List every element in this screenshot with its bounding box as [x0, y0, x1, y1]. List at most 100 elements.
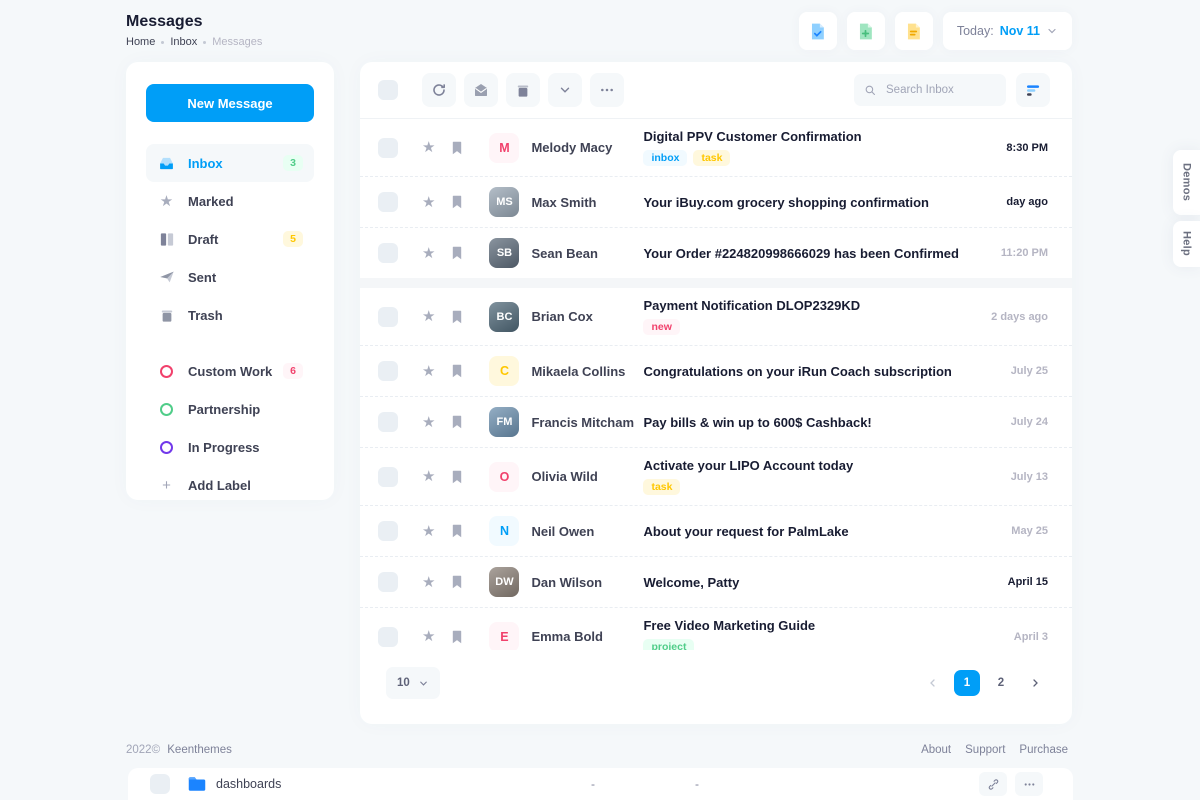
message-row[interactable]: ★ M Melody Macy Digital PPV Customer Con…: [360, 119, 1072, 177]
message-subject: About your request for PalmLake: [643, 523, 849, 539]
mark-read-button[interactable]: [464, 73, 498, 107]
sidebar-item-sent[interactable]: Sent: [146, 258, 314, 296]
breadcrumb-home[interactable]: Home: [126, 36, 156, 48]
filter-button[interactable]: [1016, 73, 1050, 107]
document-lines-icon: [904, 22, 923, 41]
more-select-button[interactable]: [548, 73, 582, 107]
footer-link-purchase[interactable]: Purchase: [1019, 744, 1068, 756]
sidebar-label-in-progress[interactable]: In Progress: [146, 428, 314, 466]
document-lines-button[interactable]: [894, 12, 933, 50]
sidebar-item-trash[interactable]: Trash: [146, 296, 314, 334]
star-icon[interactable]: ★: [422, 308, 436, 325]
date-value: Nov 11: [999, 24, 1040, 38]
row-checkbox[interactable]: [378, 192, 398, 212]
bookmark-icon[interactable]: [451, 575, 463, 589]
next-page-button[interactable]: [1022, 670, 1048, 696]
bookmark-icon[interactable]: [451, 141, 463, 155]
page-button-2[interactable]: 2: [997, 677, 1005, 689]
bookmark-icon[interactable]: [451, 364, 463, 378]
star-icon[interactable]: ★: [422, 522, 436, 540]
delete-button[interactable]: [506, 73, 540, 107]
sender-name: Mikaela Collins: [531, 363, 626, 379]
message-row[interactable]: ★ FM Francis Mitcham Pay bills & win up …: [360, 397, 1072, 448]
filter-icon: [1026, 84, 1041, 97]
search-box: [854, 74, 1006, 106]
message-subject: Activate your LIPO Account today: [643, 457, 854, 473]
bookmark-icon[interactable]: [451, 310, 463, 324]
bookmark-icon[interactable]: [451, 246, 463, 260]
pagination-bar: 10 1 2: [360, 650, 1072, 724]
sidebar-item-label: Marked: [188, 193, 234, 209]
row-checkbox[interactable]: [378, 361, 398, 381]
sidebar-item-marked[interactable]: ★ Marked: [146, 182, 314, 220]
row-checkbox[interactable]: [378, 521, 398, 541]
tag-badge: task: [643, 478, 681, 496]
sidebar-add-label[interactable]: + Add Label: [146, 466, 314, 504]
select-all-checkbox[interactable]: [378, 80, 398, 100]
prev-page-button[interactable]: [920, 670, 946, 696]
row-checkbox[interactable]: [378, 412, 398, 432]
message-row[interactable]: ★ N Neil Owen About your request for Pal…: [360, 506, 1072, 557]
star-icon[interactable]: ★: [422, 573, 436, 591]
label-dot-icon: [157, 440, 176, 454]
row-checkbox[interactable]: [378, 306, 398, 327]
row-checkbox[interactable]: [378, 626, 398, 647]
message-row[interactable]: ★ MS Max Smith Your iBuy.com grocery sho…: [360, 177, 1072, 228]
sidebar-item-label: Partnership: [188, 401, 261, 417]
date-picker-button[interactable]: Today: Nov 11: [942, 12, 1072, 50]
star-icon[interactable]: ★: [422, 193, 436, 211]
demos-tab[interactable]: Demos: [1173, 150, 1200, 215]
star-icon[interactable]: ★: [422, 139, 436, 156]
document-check-button[interactable]: [798, 12, 837, 50]
sender-name: Melody Macy: [531, 140, 613, 155]
row-checkbox[interactable]: [378, 466, 398, 487]
footer-link-support[interactable]: Support: [965, 744, 1006, 756]
footer-link-about[interactable]: About: [921, 744, 952, 756]
bookmark-icon[interactable]: [451, 630, 463, 644]
breadcrumb-inbox[interactable]: Inbox: [170, 36, 198, 48]
sidebar-label-partnership[interactable]: Partnership: [146, 390, 314, 428]
more-actions-button[interactable]: [590, 73, 624, 107]
more-actions-button[interactable]: [1015, 772, 1043, 796]
bookmark-icon[interactable]: [451, 195, 463, 209]
row-checkbox[interactable]: [150, 774, 170, 794]
row-checkbox[interactable]: [378, 243, 398, 263]
page-button-1[interactable]: 1: [954, 670, 980, 696]
row-checkbox[interactable]: [378, 137, 398, 158]
message-row[interactable]: ★ O Olivia Wild Activate your LIPO Accou…: [360, 448, 1072, 506]
mail-sidebar: New Message Inbox 3 ★ Marked Draft 5 Sen…: [126, 62, 334, 500]
message-subject: Congratulations on your iRun Coach subsc…: [643, 363, 952, 379]
help-tab[interactable]: Help: [1173, 221, 1200, 267]
message-row[interactable]: ★ DW Dan Wilson Welcome, Patty April 15: [360, 557, 1072, 608]
search-input[interactable]: [884, 83, 998, 97]
bookmark-icon[interactable]: [451, 470, 463, 484]
row-checkbox[interactable]: [378, 572, 398, 592]
new-message-button[interactable]: New Message: [146, 84, 314, 122]
message-row[interactable]: ★ E Emma Bold Free Video Marketing Guide…: [360, 608, 1072, 650]
sidebar-item-inbox[interactable]: Inbox 3: [146, 144, 314, 182]
bookmark-icon[interactable]: [451, 524, 463, 538]
star-icon[interactable]: ★: [422, 628, 436, 645]
message-row[interactable]: ★ C Mikaela Collins Congratulations on y…: [360, 346, 1072, 397]
label-count-badge: 6: [283, 362, 303, 380]
document-plus-button[interactable]: [846, 12, 885, 50]
star-icon[interactable]: ★: [422, 244, 436, 262]
breadcrumb-separator: [161, 40, 165, 44]
per-page-select[interactable]: 10: [386, 667, 440, 699]
file-name[interactable]: dashboards: [216, 777, 282, 791]
document-check-icon: [808, 22, 827, 41]
folder-icon: [188, 776, 206, 792]
brand-link[interactable]: Keenthemes: [167, 744, 232, 756]
star-icon[interactable]: ★: [422, 468, 436, 485]
link-button[interactable]: [979, 772, 1007, 796]
refresh-button[interactable]: [422, 73, 456, 107]
bookmark-icon[interactable]: [451, 415, 463, 429]
message-row[interactable]: ★ SB Sean Bean Your Order #2248209986660…: [360, 228, 1072, 278]
file-row[interactable]: dashboards - -: [128, 768, 1073, 800]
sidebar-item-draft[interactable]: Draft 5: [146, 220, 314, 258]
star-icon[interactable]: ★: [422, 413, 436, 431]
sender-name: Emma Bold: [531, 629, 603, 644]
sidebar-label-custom-work[interactable]: Custom Work 6: [146, 352, 314, 390]
message-row[interactable]: ★ BC Brian Cox Payment Notification DLOP…: [360, 288, 1072, 346]
star-icon[interactable]: ★: [422, 362, 436, 380]
